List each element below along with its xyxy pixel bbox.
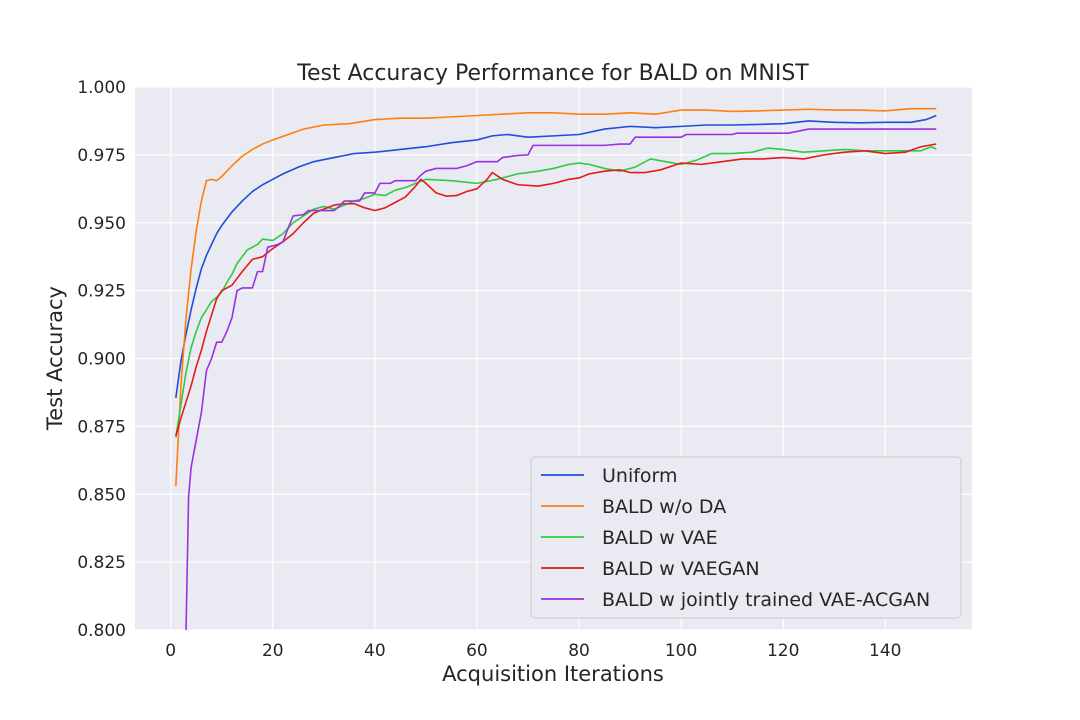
- chart-title: Test Accuracy Performance for BALD on MN…: [296, 61, 809, 86]
- x-tick-label: 120: [767, 641, 799, 661]
- x-tick-labels: 0 20 40 60 80 100 120 140: [165, 641, 901, 661]
- x-tick-label: 140: [869, 641, 901, 661]
- series-line-3: [175, 145, 937, 438]
- y-tick-label: 0.800: [77, 621, 126, 641]
- series-line-4: [175, 143, 937, 437]
- x-tick-label: 20: [262, 641, 284, 661]
- legend: Uniform BALD w/o DA BALD w VAE BALD w VAEGA…: [530, 456, 962, 619]
- x-tick-label: 60: [466, 641, 488, 661]
- y-tick-label: 1.000: [77, 78, 126, 98]
- x-tick-label: 40: [364, 641, 386, 661]
- y-tick-label: 0.925: [77, 282, 126, 302]
- y-tick-labels: 0.800 0.825 0.850 0.875 0.900 0.925 0.950 0.975…: [77, 78, 126, 641]
- legend-label-2: BALD w/o DA: [602, 496, 726, 518]
- x-tick-label: 0: [165, 641, 176, 661]
- legend-box: [530, 456, 962, 619]
- x-tick-label: 80: [568, 641, 590, 661]
- y-tick-label: 0.975: [77, 146, 126, 166]
- y-tick-label: 0.850: [77, 485, 126, 505]
- y-tick-label: 0.875: [77, 417, 126, 437]
- legend-label-5: BALD w jointly trained VAE-ACGAN: [602, 589, 930, 611]
- series-line-1: [175, 114, 937, 398]
- series-line-2: [175, 107, 937, 487]
- legend-label-1: Uniform: [602, 465, 678, 487]
- series-line-5: [185, 128, 937, 631]
- y-axis-label: Test Accuracy: [43, 286, 67, 431]
- x-tick-label: 100: [665, 641, 697, 661]
- y-tick-label: 0.950: [77, 214, 126, 234]
- x-axis-label: Acquisition Iterations: [442, 662, 664, 686]
- legend-label-3: BALD w VAE: [602, 527, 718, 549]
- y-tick-label: 0.825: [77, 553, 126, 573]
- legend-label-4: BALD w VAEGAN: [602, 558, 760, 580]
- y-tick-label: 0.900: [77, 350, 126, 370]
- series-lines: [175, 107, 937, 631]
